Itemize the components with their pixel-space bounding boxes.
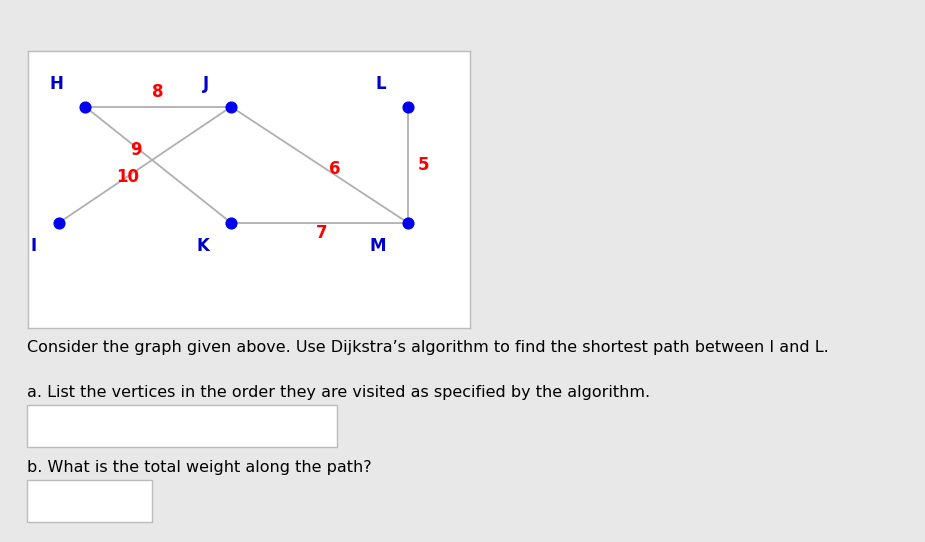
Text: 9: 9 [130, 140, 142, 159]
Point [78, 102, 92, 111]
Text: 8: 8 [153, 82, 164, 101]
Text: Consider the graph given above. Use Dijkstra’s algorithm to find the shortest pa: Consider the graph given above. Use Dijk… [27, 340, 829, 355]
Point [51, 218, 66, 227]
Text: K: K [196, 237, 209, 255]
Text: H: H [49, 75, 63, 93]
Text: 5: 5 [418, 156, 429, 174]
Text: J: J [203, 75, 209, 93]
Point [401, 218, 415, 227]
FancyBboxPatch shape [27, 405, 337, 447]
Text: 6: 6 [329, 160, 340, 178]
Text: I: I [31, 237, 37, 255]
Point [224, 102, 239, 111]
FancyBboxPatch shape [27, 480, 152, 522]
Text: 10: 10 [116, 168, 139, 186]
Text: L: L [376, 75, 386, 93]
Text: a. List the vertices in the order they are visited as specified by the algorithm: a. List the vertices in the order they a… [27, 385, 650, 400]
Text: 7: 7 [316, 223, 327, 242]
Text: M: M [369, 237, 386, 255]
Text: b. What is the total weight along the path?: b. What is the total weight along the pa… [27, 460, 372, 475]
Point [401, 102, 415, 111]
Point [224, 218, 239, 227]
